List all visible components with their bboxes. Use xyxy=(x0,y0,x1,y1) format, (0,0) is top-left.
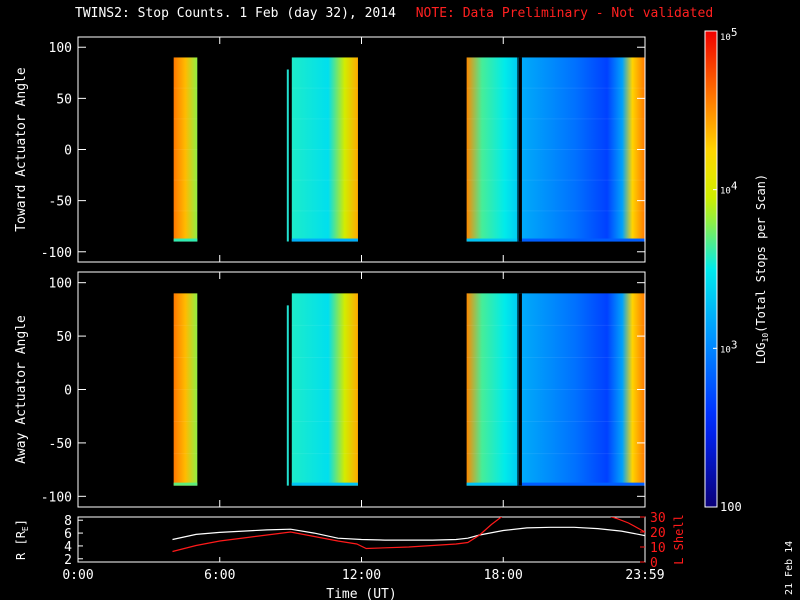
y-tick-right-label: 10 xyxy=(650,541,666,556)
heatmap-block-level xyxy=(291,238,358,242)
heatmap-block-level xyxy=(518,238,645,242)
heatmap-block-level xyxy=(518,482,645,486)
y-tick-label: 100 xyxy=(49,41,72,56)
colorbar-tick-label: 100 xyxy=(720,500,742,514)
l-shell-line xyxy=(172,517,645,553)
colorbar-tick-label: 104 xyxy=(720,180,738,197)
colorbar-tick-label: 103 xyxy=(720,338,737,355)
x-tick-label: 23:59 xyxy=(625,568,664,583)
heatmap-block xyxy=(518,57,645,242)
heatmap-block-level xyxy=(291,482,358,486)
heatmap-block xyxy=(173,57,198,242)
preliminary-note: NOTE: Data Preliminary - Not validated xyxy=(415,6,714,21)
x-tick-label: 18:00 xyxy=(484,568,523,583)
x-axis-label: Time (UT) xyxy=(326,587,396,600)
colorbar: 105 104 103 100 LOG10(Total Stops per Scan) xyxy=(704,26,770,514)
heatmap-block xyxy=(518,293,645,486)
y-tick-label: -100 xyxy=(41,490,72,505)
x-tick-label: 0:00 xyxy=(62,568,93,583)
y-tick-label: -50 xyxy=(49,195,72,210)
generation-date: 21 Feb 14 xyxy=(784,540,795,595)
heatmap-block xyxy=(173,293,198,486)
heatmap-block xyxy=(466,57,518,242)
y-tick-right-label: 0 xyxy=(650,556,658,571)
y-tick-left-label: 8 xyxy=(64,514,72,529)
heatmap-block xyxy=(291,57,358,242)
heatmap-panel-1: 100 50 0 -50 -100 Toward Actuator Angle xyxy=(14,36,646,263)
figure-title: TWINS2: Stop Counts. 1 Feb (day 32), 201… xyxy=(75,6,713,21)
orbit-y-right-label: L Shell xyxy=(672,514,686,565)
colorbar-tick-label: 105 xyxy=(720,26,737,43)
y-tick-right-label: 20 xyxy=(650,526,666,541)
y-tick-left-label: 6 xyxy=(64,527,72,542)
y-tick-label: 100 xyxy=(49,277,72,292)
x-tick-label: 12:00 xyxy=(342,568,381,583)
heatmap-panel-2: 100 50 0 -50 -100 Away Actuator Angle xyxy=(14,271,646,508)
heatmap-block-level xyxy=(466,482,518,486)
x-tick-label: 6:00 xyxy=(204,568,235,583)
y-axis-label: Toward Actuator Angle xyxy=(14,67,29,232)
y-tick-label: -100 xyxy=(41,246,72,261)
heatmap-block-level xyxy=(173,482,198,486)
heatmap-block xyxy=(466,293,518,486)
heatmap-block xyxy=(291,293,358,486)
heatmap-block-level xyxy=(466,238,518,242)
y-tick-label: 50 xyxy=(56,330,72,345)
y-tick-label: -50 xyxy=(49,437,72,452)
orbit-y-left-label: R [RE] xyxy=(14,519,30,560)
y-tick-label: 0 xyxy=(64,384,72,399)
y-tick-right-label: 30 xyxy=(650,511,666,526)
heatmap-block-level xyxy=(173,238,198,242)
y-axis-label: Away Actuator Angle xyxy=(14,315,29,464)
radial-distance-line xyxy=(172,526,645,541)
y-tick-label: 50 xyxy=(56,92,72,107)
colorbar-label: LOG10(Total Stops per Scan) xyxy=(754,174,770,364)
y-tick-label: 0 xyxy=(64,144,72,159)
colorbar-scale xyxy=(704,30,718,508)
y-tick-left-label: 2 xyxy=(64,553,72,568)
y-tick-left-label: 4 xyxy=(64,540,72,555)
title-text: TWINS2: Stop Counts. 1 Feb (day 32), 201… xyxy=(75,6,396,21)
